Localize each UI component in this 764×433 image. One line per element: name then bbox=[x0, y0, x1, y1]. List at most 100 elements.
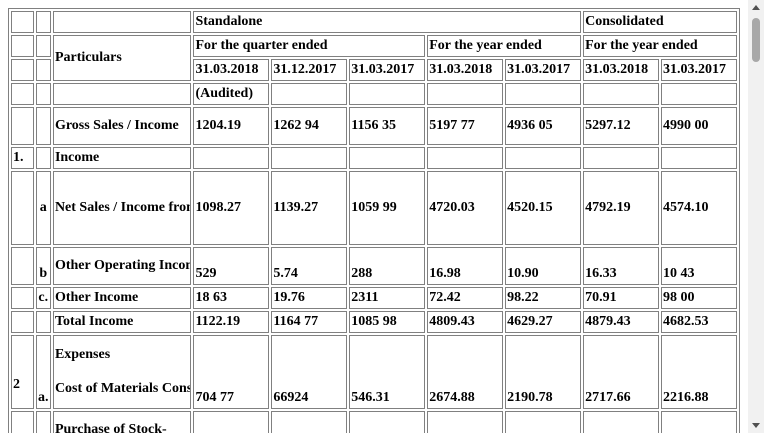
year-ended-header: For the year ended bbox=[427, 35, 582, 57]
row-number: 2 bbox=[11, 335, 34, 409]
row-label: Total Income bbox=[52, 311, 192, 333]
value-cell: 4990 00 bbox=[661, 107, 737, 145]
empty-cell bbox=[35, 11, 51, 33]
row-label: Other Operating Income bbox=[52, 247, 192, 285]
empty-cell bbox=[661, 83, 737, 105]
empty-cell bbox=[505, 411, 582, 433]
empty-cell bbox=[35, 107, 51, 145]
value-cell: 1085 98 bbox=[349, 311, 426, 333]
value-cell: 2216.88 bbox=[661, 335, 737, 409]
empty-cell bbox=[11, 411, 34, 433]
value-cell: 18 63 bbox=[193, 287, 270, 309]
empty-cell bbox=[35, 411, 51, 433]
value-cell: 4879.43 bbox=[583, 311, 659, 333]
empty-cell bbox=[661, 147, 737, 169]
value-cell: 1156 35 bbox=[349, 107, 426, 145]
empty-cell bbox=[35, 35, 51, 57]
financial-results-table: Standalone Consolidated Particulars For … bbox=[8, 8, 740, 433]
row-sub-index: b bbox=[35, 247, 51, 285]
value-cell: 4574.10 bbox=[661, 171, 737, 245]
audited-row: (Audited) bbox=[11, 83, 737, 105]
date-cell: 31.12.2017 bbox=[271, 59, 348, 81]
empty-cell bbox=[583, 83, 659, 105]
empty-cell bbox=[427, 411, 504, 433]
value-cell: 1059 99 bbox=[349, 171, 426, 245]
empty-cell bbox=[52, 83, 192, 105]
empty-cell bbox=[427, 83, 504, 105]
date-cell: 31.03.2018 bbox=[193, 59, 270, 81]
value-cell: 4809.43 bbox=[427, 311, 504, 333]
empty-cell bbox=[35, 59, 51, 81]
consolidated-year-ended-header: For the year ended bbox=[583, 35, 737, 57]
value-cell: 4682.53 bbox=[661, 311, 737, 333]
empty-cell bbox=[11, 247, 34, 285]
empty-cell bbox=[35, 147, 51, 169]
empty-cell bbox=[271, 411, 348, 433]
empty-cell bbox=[11, 83, 34, 105]
value-cell: 1262 94 bbox=[271, 107, 348, 145]
empty-cell bbox=[11, 11, 34, 33]
date-cell: 31.03.2017 bbox=[349, 59, 426, 81]
date-cell: 31.03.2017 bbox=[505, 59, 582, 81]
expenses-title: Expenses bbox=[54, 347, 111, 362]
standalone-header: Standalone bbox=[193, 11, 582, 33]
date-cell: 31.03.2018 bbox=[583, 59, 659, 81]
empty-cell bbox=[11, 107, 34, 145]
expenses-label-cell: Expenses Cost of Materials Consumed bbox=[52, 335, 192, 409]
header-row-2: Particulars For the quarter ended For th… bbox=[11, 35, 737, 81]
value-cell: 70.91 bbox=[583, 287, 659, 309]
document-viewport: Standalone Consolidated Particulars For … bbox=[8, 8, 740, 433]
net-sales-row: a Net Sales / Income from Operations (Ne… bbox=[11, 171, 737, 245]
empty-cell bbox=[11, 311, 34, 333]
vertical-scrollbar[interactable] bbox=[748, 0, 764, 433]
scroll-down-arrow-icon[interactable] bbox=[748, 417, 764, 433]
row-sub-index: c. bbox=[35, 287, 51, 309]
empty-cell bbox=[11, 287, 34, 309]
empty-cell bbox=[583, 411, 659, 433]
value-cell: 98 00 bbox=[661, 287, 737, 309]
empty-cell bbox=[11, 171, 34, 245]
date-cell: 31.03.2018 bbox=[427, 59, 504, 81]
value-cell: 288 bbox=[349, 247, 426, 285]
row-label: Net Sales / Income from Operations (Net … bbox=[52, 171, 192, 245]
empty-cell bbox=[427, 147, 504, 169]
value-cell: 1139.27 bbox=[271, 171, 348, 245]
value-cell: 2717.66 bbox=[583, 335, 659, 409]
gross-sales-row: Gross Sales / Income 1204.19 1262 94 115… bbox=[11, 107, 737, 145]
date-cell: 31.03.2017 bbox=[661, 59, 737, 81]
value-cell: 704 77 bbox=[193, 335, 270, 409]
empty-cell bbox=[349, 411, 426, 433]
value-cell: 10 43 bbox=[661, 247, 737, 285]
value-cell: 2311 bbox=[349, 287, 426, 309]
value-cell: 66924 bbox=[271, 335, 348, 409]
value-cell: 5197 77 bbox=[427, 107, 504, 145]
empty-cell bbox=[193, 147, 270, 169]
value-cell: 5.74 bbox=[271, 247, 348, 285]
value-cell: 546.31 bbox=[349, 335, 426, 409]
value-cell: 72.42 bbox=[427, 287, 504, 309]
row-number: 1. bbox=[11, 147, 34, 169]
value-cell: 529 bbox=[193, 247, 270, 285]
value-cell: 16.33 bbox=[583, 247, 659, 285]
empty-cell bbox=[11, 35, 34, 57]
value-cell: 4936 05 bbox=[505, 107, 582, 145]
value-cell: 1164 77 bbox=[271, 311, 348, 333]
empty-cell bbox=[349, 83, 426, 105]
quarter-ended-header: For the quarter ended bbox=[193, 35, 426, 57]
expenses-row: 2 a. Expenses Cost of Materials Consumed… bbox=[11, 335, 737, 409]
value-cell: 4520.15 bbox=[505, 171, 582, 245]
income-row: 1. Income bbox=[11, 147, 737, 169]
empty-cell bbox=[505, 147, 582, 169]
total-income-row: Total Income 1122.19 1164 77 1085 98 480… bbox=[11, 311, 737, 333]
row-label: Other Income bbox=[52, 287, 192, 309]
scrollbar-thumb[interactable] bbox=[752, 18, 760, 62]
row-label: Cost of Materials Consumed bbox=[54, 381, 192, 396]
empty-cell bbox=[35, 311, 51, 333]
value-cell: 1122.19 bbox=[193, 311, 270, 333]
value-cell: 1098.27 bbox=[193, 171, 270, 245]
row-sub-index: a bbox=[35, 171, 51, 245]
scroll-up-arrow-icon[interactable] bbox=[748, 0, 764, 16]
empty-cell bbox=[505, 83, 582, 105]
audited-label: (Audited) bbox=[193, 83, 270, 105]
row-label: Gross Sales / Income bbox=[52, 107, 192, 145]
